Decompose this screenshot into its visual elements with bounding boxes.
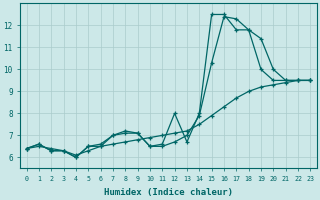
X-axis label: Humidex (Indice chaleur): Humidex (Indice chaleur) (104, 188, 233, 197)
